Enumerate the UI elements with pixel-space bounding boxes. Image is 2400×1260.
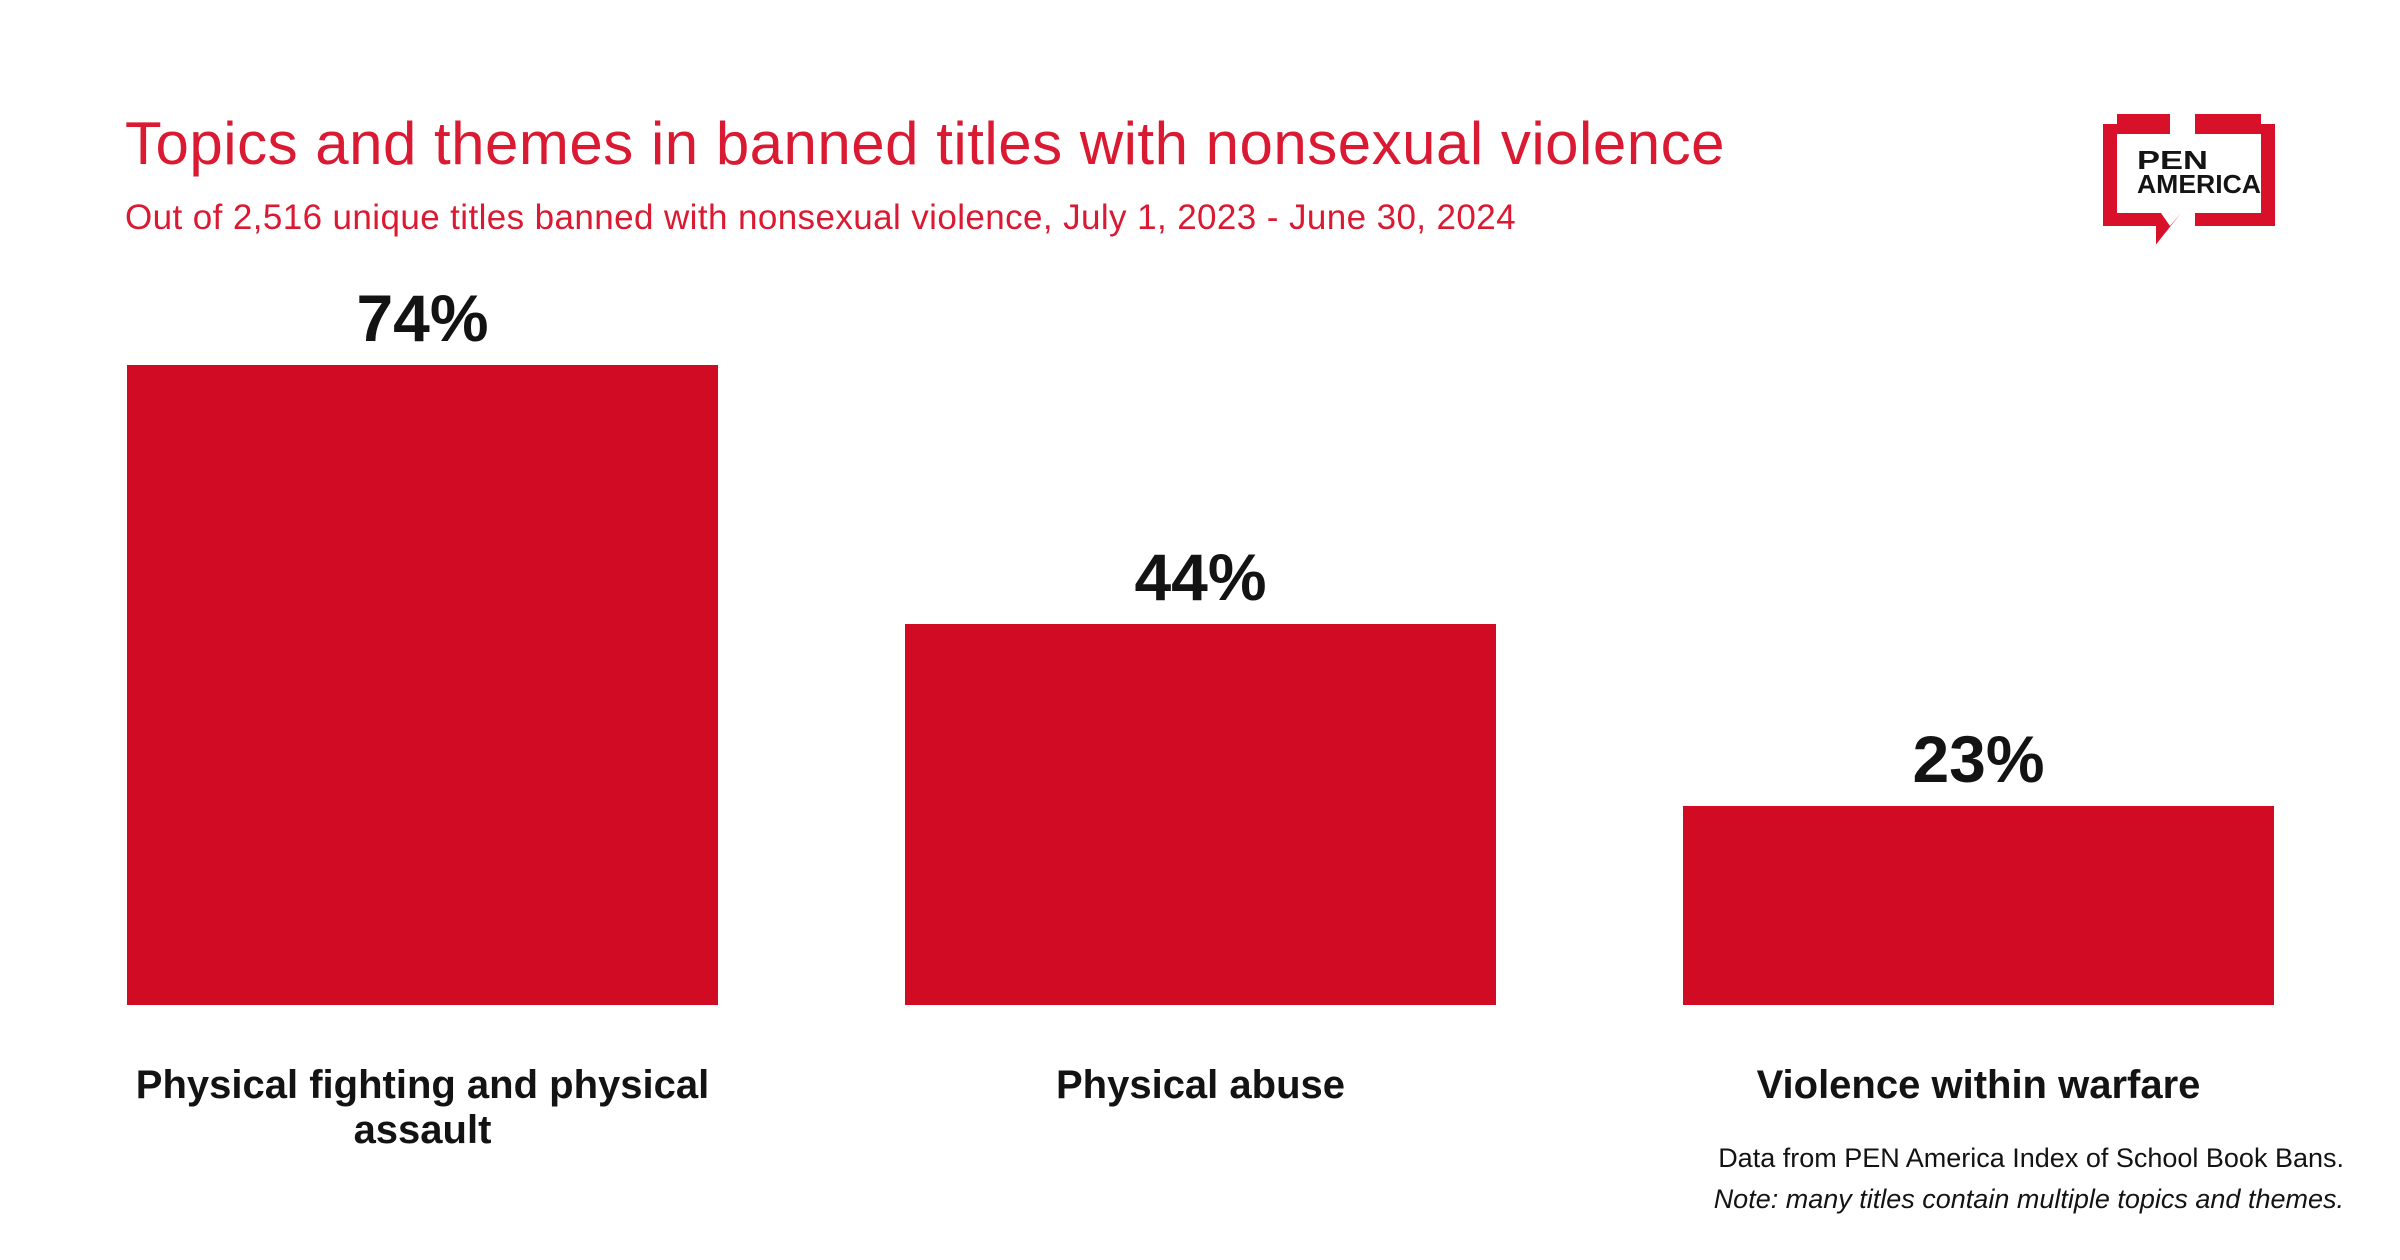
footnote-note: Note: many titles contain multiple topic… [1713, 1184, 2344, 1215]
page-subtitle: Out of 2,516 unique titles banned with n… [125, 198, 1517, 237]
logo-text-america: AMERICA [2137, 169, 2261, 199]
bar-value-label: 23% [1912, 722, 2045, 796]
category-label-physical-abuse: Physical abuse [1055, 1063, 1346, 1107]
page-title: Topics and themes in banned titles with … [125, 110, 1725, 177]
logo-left-bracket-and-tail [2103, 114, 2181, 245]
logo-text-pen: PEN [2137, 145, 2208, 175]
bar-value-label: 74% [356, 281, 489, 355]
category-label-violence-warfare: Violence within warfare [1756, 1063, 2201, 1107]
bar-column-physical-fighting: 74% [127, 285, 718, 1005]
logo-right-bracket [2195, 114, 2275, 226]
bar-physical-abuse [905, 624, 1496, 1005]
bar-value-label: 44% [1134, 540, 1267, 614]
pen-america-logo: PEN AMERICA [2101, 113, 2277, 245]
category-labels: Physical fighting and physical assault P… [127, 1063, 2274, 1153]
bar-column-physical-abuse: 44% [905, 544, 1496, 1005]
speech-bubble-book-icon: PEN AMERICA [2103, 114, 2275, 245]
bar-violence-warfare [1683, 806, 2274, 1005]
footnote: Data from PEN America Index of School Bo… [1714, 1138, 2344, 1220]
category-label-physical-fighting: Physical fighting and physical assault [135, 1063, 710, 1152]
bar-physical-fighting [127, 365, 718, 1005]
bar-column-violence-warfare: 23% [1683, 726, 2274, 1005]
bar-chart: 74% 44% 23% [127, 285, 2274, 1005]
footnote-source: Data from PEN America Index of School Bo… [1718, 1143, 2344, 1173]
